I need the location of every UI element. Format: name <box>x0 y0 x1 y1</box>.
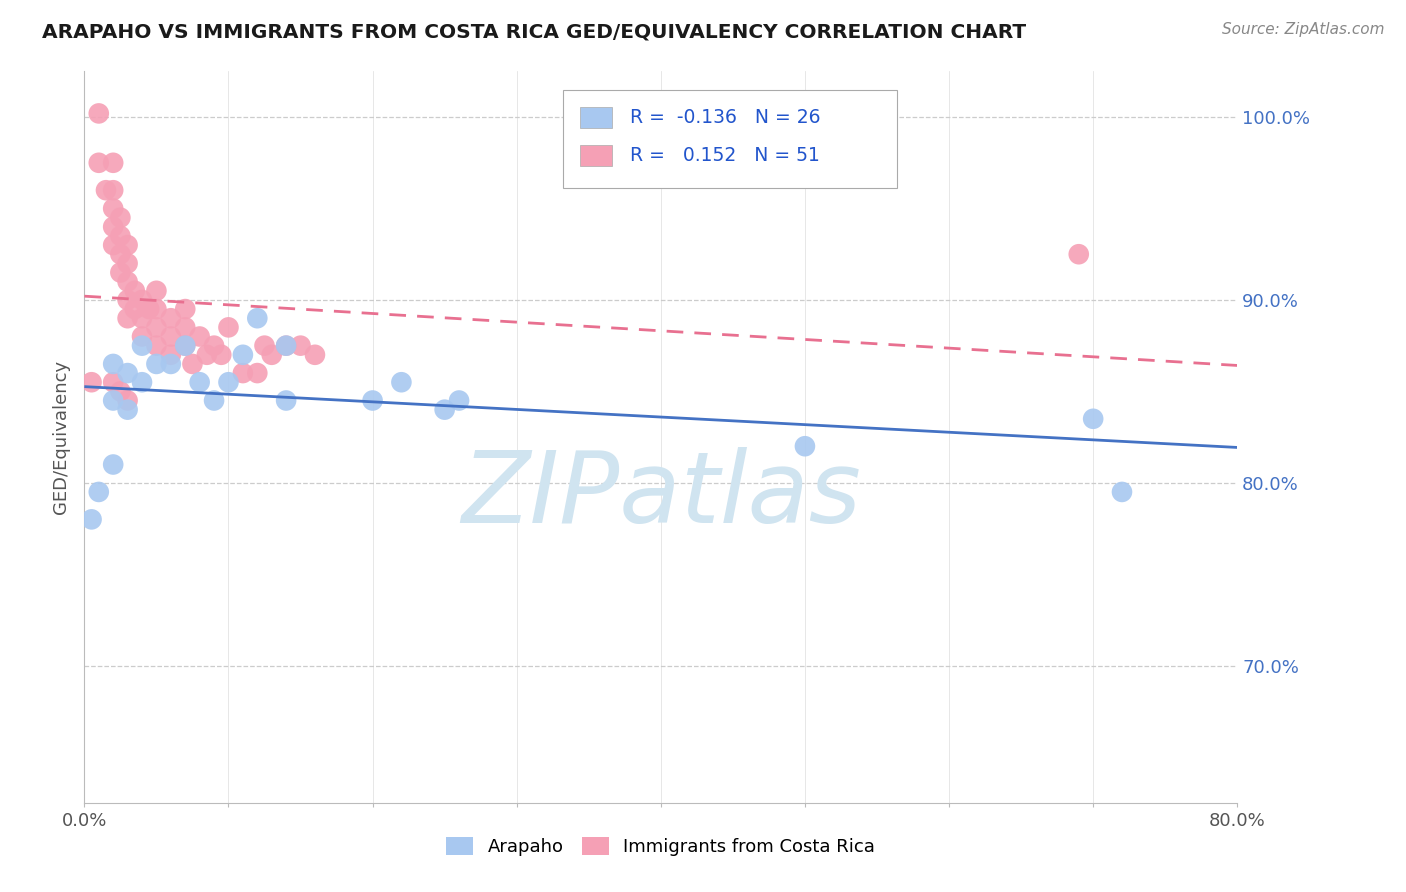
Point <box>117 311 139 326</box>
Text: ZIPatlas: ZIPatlas <box>461 447 860 544</box>
Point <box>160 357 183 371</box>
Text: ARAPAHO VS IMMIGRANTS FROM COSTA RICA GED/EQUIVALENCY CORRELATION CHART: ARAPAHO VS IMMIGRANTS FROM COSTA RICA GE… <box>42 22 1026 41</box>
Point <box>131 293 153 307</box>
Point <box>103 202 124 216</box>
Point <box>209 348 232 362</box>
Point <box>117 402 139 417</box>
Y-axis label: GED/Equivalency: GED/Equivalency <box>52 360 70 514</box>
Point <box>80 512 103 526</box>
Point <box>433 402 456 417</box>
Point <box>276 338 298 352</box>
Point <box>110 211 132 225</box>
Point <box>145 357 167 371</box>
Point <box>117 293 139 307</box>
Point <box>117 275 139 289</box>
FancyBboxPatch shape <box>581 107 613 128</box>
Point <box>145 320 167 334</box>
Point <box>87 484 110 499</box>
Text: Source: ZipAtlas.com: Source: ZipAtlas.com <box>1222 22 1385 37</box>
Point <box>87 155 110 169</box>
Point <box>145 338 167 352</box>
Legend: Arapaho, Immigrants from Costa Rica: Arapaho, Immigrants from Costa Rica <box>439 830 883 863</box>
Point <box>794 439 817 453</box>
Point <box>188 375 211 389</box>
Point <box>253 338 276 352</box>
Point <box>160 348 183 362</box>
Point <box>117 238 139 252</box>
Point <box>103 238 124 252</box>
Point <box>131 338 153 352</box>
Point <box>1083 411 1105 425</box>
Point <box>110 384 132 399</box>
Point <box>188 329 211 343</box>
Point <box>117 366 139 380</box>
Point <box>232 348 254 362</box>
Point <box>117 393 139 408</box>
Point <box>110 228 132 243</box>
Point <box>103 357 124 371</box>
Point <box>160 311 183 326</box>
Point <box>145 284 167 298</box>
Point <box>181 357 204 371</box>
Point <box>202 393 225 408</box>
Point <box>174 338 197 352</box>
Point <box>94 183 117 197</box>
Point <box>103 393 124 408</box>
Point <box>80 375 103 389</box>
Point <box>131 375 153 389</box>
Point <box>124 284 146 298</box>
Point <box>290 338 312 352</box>
Point <box>246 311 269 326</box>
Text: R =  -0.136   N = 26: R = -0.136 N = 26 <box>630 108 820 127</box>
Point <box>174 338 197 352</box>
Point <box>103 375 124 389</box>
Point <box>117 256 139 270</box>
Point <box>110 247 132 261</box>
Point <box>131 311 153 326</box>
Point <box>174 320 197 334</box>
Point <box>449 393 471 408</box>
Point <box>87 106 110 120</box>
Point <box>195 348 218 362</box>
Point <box>276 393 298 408</box>
Point <box>1067 247 1090 261</box>
Point <box>391 375 413 389</box>
Point <box>110 265 132 279</box>
Point <box>304 348 326 362</box>
Point <box>131 329 153 343</box>
Point <box>361 393 384 408</box>
FancyBboxPatch shape <box>581 145 613 166</box>
Point <box>103 458 124 472</box>
FancyBboxPatch shape <box>562 90 897 188</box>
Point <box>145 301 167 316</box>
Point <box>124 301 146 316</box>
Point <box>174 301 197 316</box>
Point <box>103 155 124 169</box>
Point <box>218 320 240 334</box>
Point <box>160 329 183 343</box>
Point <box>276 338 298 352</box>
Text: R =   0.152   N = 51: R = 0.152 N = 51 <box>630 146 820 165</box>
Point <box>1111 484 1133 499</box>
Point <box>218 375 240 389</box>
Point <box>103 219 124 234</box>
Point <box>138 301 160 316</box>
Point <box>232 366 254 380</box>
Point <box>103 183 124 197</box>
Point <box>202 338 225 352</box>
Point <box>246 366 269 380</box>
Point <box>260 348 283 362</box>
